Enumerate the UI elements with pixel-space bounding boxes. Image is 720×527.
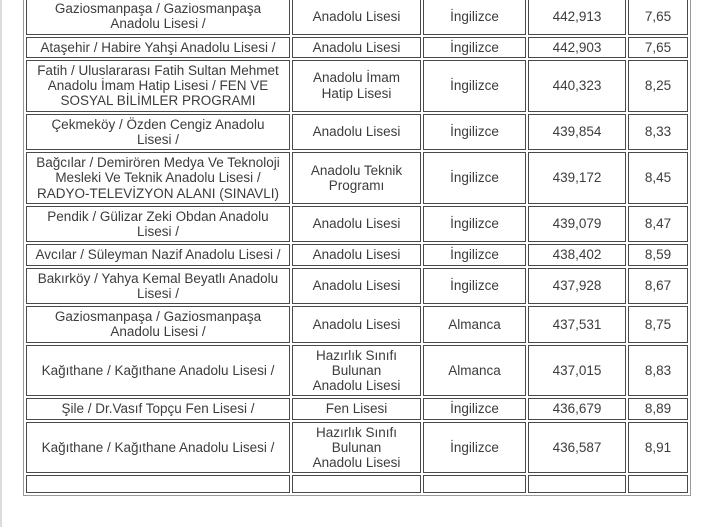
table-row: Gaziosmanpaşa / Gaziosmanpaşa Anadolu Li…: [26, 0, 688, 35]
score-cell: 438,402: [528, 244, 626, 266]
table-row: Fatih / Uluslararası Fatih Sultan Mehmet…: [26, 59, 688, 112]
percentile-cell: 7,65: [628, 0, 688, 35]
table-row: Bağcılar / Demirören Medya Ve Teknoloji …: [26, 152, 688, 204]
school-cell: Kağıthane / Kağıthane Anadolu Lisesi /: [26, 421, 290, 474]
score-cell: 439,172: [528, 152, 626, 204]
school-cell: Ataşehir / Habire Yahşi Anadolu Lisesi /: [26, 36, 290, 58]
percentile-cell: 8,75: [628, 306, 688, 343]
percentile-cell: 8,25: [628, 59, 688, 112]
school-type-cell: Anadolu Lisesi: [292, 267, 421, 304]
school-cell: Gaziosmanpaşa / Gaziosmanpaşa Anadolu Li…: [26, 306, 290, 343]
table-row: Bakırköy / Yahya Kemal Beyatlı Anadolu L…: [26, 267, 688, 304]
table-row: Pendik / Gülizar Zeki Obdan Anadolu Lise…: [26, 205, 688, 243]
percentile-cell: 8,33: [628, 113, 688, 150]
school-type-cell: Anadolu Lisesi: [292, 244, 421, 266]
school-cell: Fatih / Uluslararası Fatih Sultan Mehmet…: [26, 59, 290, 112]
school-cell: Pendik / Gülizar Zeki Obdan Anadolu Lise…: [26, 205, 290, 243]
language-cell: İngilizce: [423, 113, 526, 150]
schools-table-body: Gaziosmanpaşa / Gaziosmanpaşa Anadolu Li…: [26, 0, 688, 494]
school-type-cell: Anadolu Lisesi: [292, 306, 421, 343]
school-type-cell: Hazırlık Sınıfı Bulunan Anadolu Lisesi: [292, 344, 421, 397]
language-cell: İngilizce: [423, 244, 526, 266]
language-cell: Almanca: [423, 344, 526, 397]
language-cell: İngilizce: [423, 398, 526, 420]
table-row: Çekmeköy / Özden Cengiz Anadolu Lisesi /…: [26, 113, 688, 150]
school-type-cell: Anadolu Lisesi: [292, 113, 421, 150]
score-cell: 442,903: [528, 36, 626, 58]
table-row-partial: [26, 475, 688, 494]
page-body: Gaziosmanpaşa / Gaziosmanpaşa Anadolu Li…: [23, 0, 720, 497]
score-cell: 440,323: [528, 59, 626, 112]
language-cell: İngilizce: [423, 0, 526, 35]
score-cell: 436,679: [528, 398, 626, 420]
schools-table: Gaziosmanpaşa / Gaziosmanpaşa Anadolu Li…: [23, 0, 691, 497]
table-row: Şile / Dr.Vasıf Topçu Fen Lisesi / Fen Li…: [26, 398, 688, 420]
percentile-cell: 8,45: [628, 152, 688, 204]
screen-left-edge: [0, 0, 2, 527]
school-cell: [26, 475, 290, 494]
percentile-cell: 8,47: [628, 205, 688, 243]
school-cell: Gaziosmanpaşa / Gaziosmanpaşa Anadolu Li…: [26, 0, 290, 35]
percentile-cell: 8,91: [628, 421, 688, 474]
language-cell: İngilizce: [423, 421, 526, 474]
language-cell: İngilizce: [423, 152, 526, 204]
school-cell: Bakırköy / Yahya Kemal Beyatlı Anadolu L…: [26, 267, 290, 304]
score-cell: 437,015: [528, 344, 626, 397]
school-type-cell: Hazırlık Sınıfı Bulunan Anadolu Lisesi: [292, 421, 421, 474]
language-cell: Almanca: [423, 306, 526, 343]
score-cell: 439,854: [528, 113, 626, 150]
score-cell: 442,913: [528, 0, 626, 35]
table-row: Kağıthane / Kağıthane Anadolu Lisesi / Ha…: [26, 344, 688, 397]
school-cell: Kağıthane / Kağıthane Anadolu Lisesi /: [26, 344, 290, 397]
percentile-cell: 8,83: [628, 344, 688, 397]
percentile-cell: 8,67: [628, 267, 688, 304]
school-type-cell: [292, 475, 421, 494]
language-cell: İngilizce: [423, 205, 526, 243]
language-cell: İngilizce: [423, 59, 526, 112]
school-cell: Çekmeköy / Özden Cengiz Anadolu Lisesi /: [26, 113, 290, 150]
school-cell: Şile / Dr.Vasıf Topçu Fen Lisesi /: [26, 398, 290, 420]
score-cell: 439,079: [528, 205, 626, 243]
school-type-cell: Fen Lisesi: [292, 398, 421, 420]
language-cell: İngilizce: [423, 36, 526, 58]
school-cell: Avcılar / Süleyman Nazif Anadolu Lisesi …: [26, 244, 290, 266]
language-cell: İngilizce: [423, 267, 526, 304]
score-cell: 437,531: [528, 306, 626, 343]
school-type-cell: Anadolu Lisesi: [292, 36, 421, 58]
language-cell: [423, 475, 526, 494]
percentile-cell: 8,89: [628, 398, 688, 420]
school-type-cell: Anadolu Teknik Programı: [292, 152, 421, 204]
percentile-cell: 8,59: [628, 244, 688, 266]
table-row: Gaziosmanpaşa / Gaziosmanpaşa Anadolu Li…: [26, 306, 688, 343]
table-row: Ataşehir / Habire Yahşi Anadolu Lisesi /…: [26, 36, 688, 58]
percentile-cell: [628, 475, 688, 494]
school-type-cell: Anadolu Lisesi: [292, 205, 421, 243]
percentile-cell: 7,65: [628, 36, 688, 58]
school-cell: Bağcılar / Demirören Medya Ve Teknoloji …: [26, 152, 290, 204]
school-type-cell: Anadolu İmam Hatip Lisesi: [292, 59, 421, 112]
score-cell: 437,928: [528, 267, 626, 304]
school-type-cell: Anadolu Lisesi: [292, 0, 421, 35]
score-cell: 436,587: [528, 421, 626, 474]
table-row: Avcılar / Süleyman Nazif Anadolu Lisesi …: [26, 244, 688, 266]
table-row: Kağıthane / Kağıthane Anadolu Lisesi / Ha…: [26, 421, 688, 474]
score-cell: [528, 475, 626, 494]
